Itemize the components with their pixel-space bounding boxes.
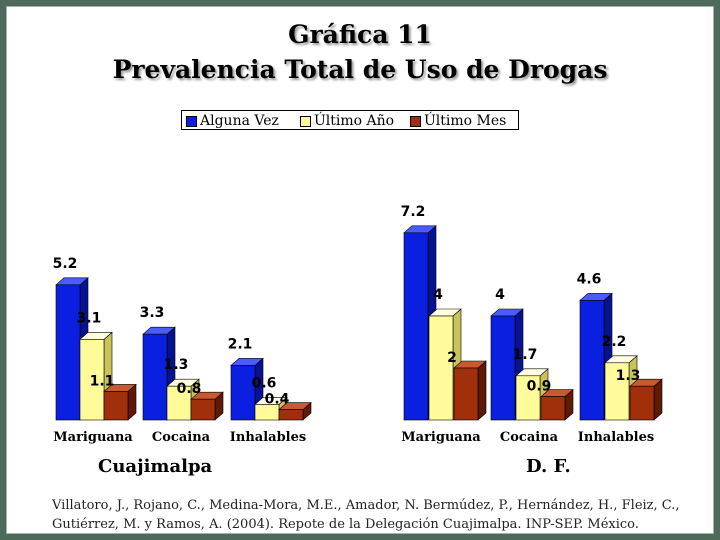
- data-label: 0.9: [527, 379, 552, 395]
- bar: [403, 232, 429, 421]
- data-label: 4: [433, 287, 443, 303]
- panel-title-df: D. F.: [526, 456, 571, 477]
- bar: [230, 365, 256, 421]
- data-label: 2: [447, 350, 457, 366]
- source-citation: Villatoro, J., Rojano, C., Medina-Mora, …: [52, 498, 680, 532]
- legend-swatch: [410, 116, 421, 127]
- category-label: Cocaina: [500, 430, 559, 445]
- bar: [142, 333, 168, 421]
- bar: [629, 385, 655, 421]
- bar: [453, 367, 479, 421]
- data-label: 0.4: [265, 392, 290, 408]
- legend-swatch: [186, 116, 197, 127]
- bar: [278, 409, 304, 421]
- data-label: 2.1: [228, 336, 253, 352]
- legend-swatch: [300, 116, 311, 127]
- bar: [515, 375, 541, 421]
- category-label: Mariguana: [401, 430, 481, 445]
- category-label: Mariguana: [53, 430, 133, 445]
- slide-panel: [6, 6, 714, 534]
- bar: [55, 284, 81, 421]
- legend: Alguna Vez Último Año Último Mes: [181, 110, 519, 130]
- data-label: 1.7: [513, 347, 538, 363]
- legend-label: Último Año: [314, 113, 395, 129]
- bar: [428, 315, 454, 421]
- category-label: Inhalables: [578, 430, 654, 445]
- data-label: 1.3: [616, 368, 641, 384]
- bar: [579, 300, 605, 421]
- bar-side: [477, 360, 487, 421]
- data-label: 5.2: [53, 256, 78, 272]
- chart-title: Gráfica 11: [288, 20, 432, 49]
- data-label: 1.3: [164, 357, 189, 373]
- data-label: 1.1: [90, 373, 115, 389]
- data-label: 0.6: [252, 375, 277, 391]
- data-label: 4.6: [577, 271, 602, 287]
- data-label: 4: [495, 287, 505, 303]
- bar: [190, 398, 216, 421]
- data-label: 2.2: [602, 334, 627, 350]
- bar: [103, 391, 129, 421]
- bar: [540, 396, 566, 421]
- bar: [79, 339, 105, 421]
- legend-label: Alguna Vez: [200, 113, 279, 129]
- bar: [490, 315, 516, 421]
- data-label: 7.2: [401, 204, 426, 220]
- data-label: 0.8: [177, 381, 202, 397]
- chart-subtitle: Prevalencia Total de Uso de Drogas: [112, 55, 608, 84]
- category-label: Cocaina: [152, 430, 211, 445]
- panel-title-cuajimalpa: Cuajimalpa: [98, 456, 213, 477]
- data-label: 3.1: [77, 310, 102, 326]
- bar: [604, 362, 630, 421]
- category-label: Inhalables: [230, 430, 306, 445]
- data-label: 3.3: [140, 305, 165, 321]
- legend-label: Último Mes: [424, 113, 507, 129]
